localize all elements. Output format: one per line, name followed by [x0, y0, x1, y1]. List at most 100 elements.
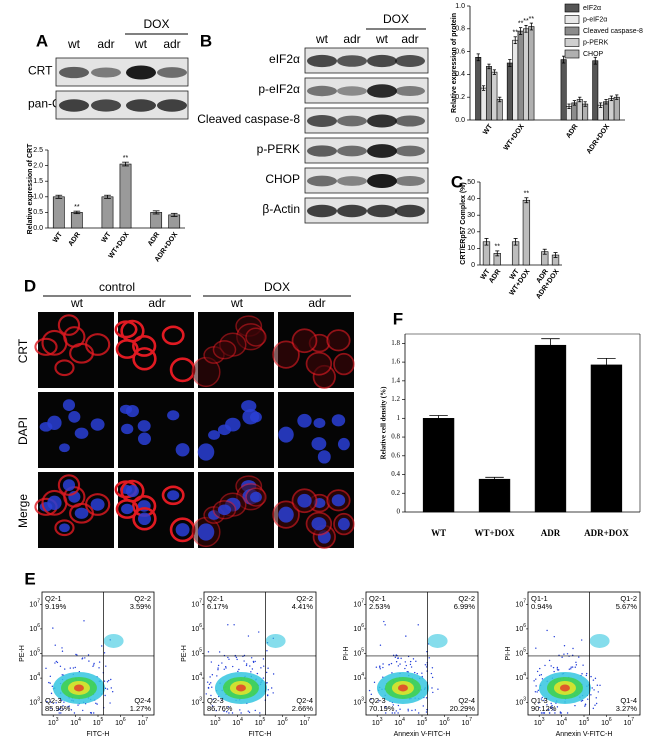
event-dot	[233, 624, 235, 626]
event-dot	[223, 710, 225, 712]
micrograph	[191, 312, 274, 388]
panel-letter: F	[393, 309, 403, 328]
event-dot	[247, 710, 249, 712]
tick-base: 10	[138, 720, 146, 727]
event-dot	[595, 697, 597, 699]
blot-band	[91, 99, 121, 112]
event-dot	[417, 624, 419, 626]
event-dot	[227, 656, 229, 659]
blot-band	[59, 66, 89, 79]
event-dot	[46, 700, 48, 703]
error-bar	[597, 357, 616, 372]
event-dot	[541, 696, 543, 699]
event-dot	[395, 654, 398, 656]
nucleus	[62, 399, 76, 411]
row-label: p-PERK	[257, 142, 300, 156]
bar	[150, 212, 163, 229]
cell-membrane	[115, 338, 139, 359]
event-dot	[72, 667, 75, 669]
quadrant-name: Q2-3	[45, 696, 62, 705]
event-dot	[87, 654, 90, 656]
lane-label: wt	[134, 37, 148, 51]
event-dot	[536, 691, 538, 693]
quadrant-name: Q2-2	[134, 594, 151, 603]
panel-letter: D	[24, 276, 36, 295]
y-tick-label: 10	[467, 245, 475, 252]
nucleus	[167, 490, 180, 501]
event-dot	[578, 656, 580, 658]
legend-label: CHOP	[583, 51, 604, 58]
blot-band	[367, 114, 397, 128]
cell-membrane	[57, 314, 81, 336]
event-dot	[595, 702, 598, 705]
event-dot	[272, 673, 275, 675]
bar	[52, 196, 65, 229]
tick-exponent: 5	[199, 648, 202, 654]
density-contour	[559, 684, 570, 692]
tick-label: 105	[515, 648, 526, 658]
tick-exponent: 7	[361, 599, 364, 605]
error-bar	[485, 476, 504, 482]
cell-membrane	[69, 502, 94, 524]
nucleus	[137, 420, 151, 432]
error-bar	[476, 53, 480, 62]
tick-base: 10	[353, 601, 361, 608]
tick-label: 107	[138, 717, 149, 727]
micrograph	[114, 312, 196, 388]
cell-membrane	[54, 519, 75, 537]
micrograph	[118, 392, 194, 468]
y-tick-label: 0.4	[455, 71, 465, 78]
event-dot	[414, 709, 417, 711]
event-dot	[559, 711, 562, 713]
y-tick-label: 0.0	[33, 225, 43, 232]
group-label: DOX	[143, 17, 169, 31]
tick-label: 104	[191, 672, 202, 682]
event-dot	[267, 689, 270, 691]
x-axis-label: Annexin V-FITC-H	[556, 731, 613, 738]
event-dot	[535, 685, 537, 687]
event-dot	[379, 665, 381, 667]
event-dot	[216, 675, 218, 677]
event-dot	[231, 712, 234, 714]
tick-base: 10	[417, 720, 425, 727]
nucleus	[137, 512, 151, 526]
event-dot	[218, 651, 221, 653]
quadrant-name: Q1-4	[620, 696, 637, 705]
event-dot	[211, 705, 214, 707]
tick-base: 10	[601, 720, 609, 727]
quadrant-name: Q2-4	[458, 696, 475, 705]
tick-label: 105	[255, 717, 266, 727]
nucleus	[175, 443, 190, 457]
event-dot	[239, 709, 241, 711]
nucleus	[74, 507, 89, 519]
event-dot	[548, 659, 551, 662]
event-dot	[404, 667, 406, 670]
panel-letter: A	[36, 31, 48, 50]
event-dot	[110, 678, 112, 681]
event-dot	[55, 660, 58, 663]
event-dot	[208, 683, 211, 685]
event-dot	[582, 664, 584, 666]
event-dot	[384, 624, 386, 626]
event-dot	[535, 678, 537, 680]
event-dot	[215, 709, 217, 712]
x-axis-label: Annexin V-FITC-H	[394, 731, 451, 738]
micrograph	[38, 392, 114, 468]
y-axis-label: PE-H	[181, 645, 188, 662]
event-dot	[50, 707, 52, 709]
event-dot	[238, 668, 240, 671]
panel-letter: E	[24, 569, 35, 588]
event-dot	[556, 666, 559, 669]
panel-letter: B	[200, 31, 212, 50]
error-bar	[55, 194, 63, 199]
event-dot	[568, 668, 571, 670]
blot-band	[395, 85, 425, 97]
nucleus	[125, 485, 139, 498]
event-dot	[56, 661, 59, 664]
event-dot	[421, 675, 423, 678]
row-label: Cleaved caspase-8	[197, 112, 300, 126]
event-dot	[373, 681, 376, 684]
event-dot	[400, 657, 402, 660]
event-dot	[574, 704, 576, 707]
quadrant-percent: 5.67%	[616, 602, 638, 611]
